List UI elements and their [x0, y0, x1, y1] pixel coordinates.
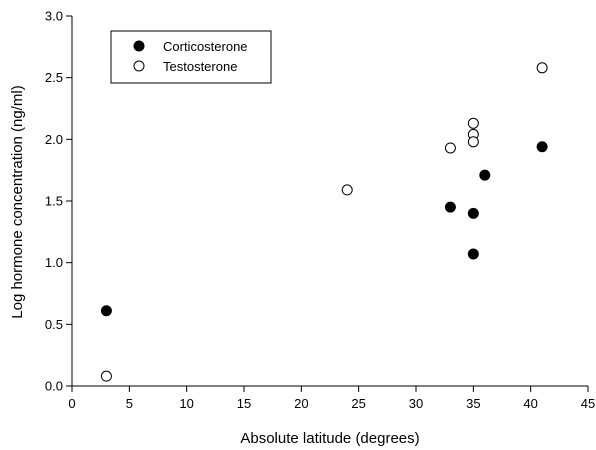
data-point-corticosterone — [100, 305, 112, 317]
legend-marker-corticosterone — [133, 40, 145, 52]
data-point-testosterone — [444, 142, 456, 154]
legend-label-corticosterone: Corticosterone — [163, 39, 248, 54]
x-ticks: 0 5 10 15 20 25 30 35 40 45 — [68, 386, 595, 411]
legend-marker-testosterone — [133, 60, 145, 72]
y-tick-label: 2.0 — [45, 132, 63, 147]
data-point-corticosterone — [467, 207, 479, 219]
x-tick-label: 35 — [466, 396, 480, 411]
y-tick-label: 2.5 — [45, 70, 63, 85]
x-axis-label: Absolute latitude (degrees) — [240, 430, 419, 447]
data-point-corticosterone — [536, 141, 548, 153]
x-tick-label: 45 — [581, 396, 595, 411]
legend: Corticosterone Testosterone — [110, 30, 272, 84]
data-point-testosterone — [100, 370, 112, 382]
x-tick-label: 40 — [523, 396, 537, 411]
x-tick-label: 25 — [351, 396, 365, 411]
data-points — [100, 62, 548, 382]
legend-box — [110, 30, 272, 84]
y-tick-label: 1.0 — [45, 255, 63, 270]
data-point-corticosterone — [444, 201, 456, 213]
data-point-corticosterone — [479, 169, 491, 181]
y-tick-label: 3.0 — [45, 9, 63, 24]
y-tick-label: 1.5 — [45, 194, 63, 209]
y-tick-label: 0.5 — [45, 317, 63, 332]
data-point-testosterone — [467, 117, 479, 129]
x-tick-label: 0 — [68, 396, 75, 411]
y-ticks: 0.0 0.5 1.0 1.5 2.0 2.5 3.0 — [45, 9, 72, 394]
x-tick-label: 15 — [237, 396, 251, 411]
x-tick-label: 5 — [126, 396, 133, 411]
data-point-testosterone — [536, 62, 548, 74]
data-point-testosterone — [341, 184, 353, 196]
data-point-corticosterone — [467, 248, 479, 260]
y-tick-label: 0.0 — [45, 379, 63, 394]
data-point-testosterone — [467, 136, 479, 148]
x-tick-label: 20 — [294, 396, 308, 411]
x-tick-label: 10 — [179, 396, 193, 411]
x-tick-label: 30 — [409, 396, 423, 411]
legend-label-testosterone: Testosterone — [163, 59, 237, 74]
y-axis-label: Log hormone concentration (ng/ml) — [9, 85, 26, 318]
